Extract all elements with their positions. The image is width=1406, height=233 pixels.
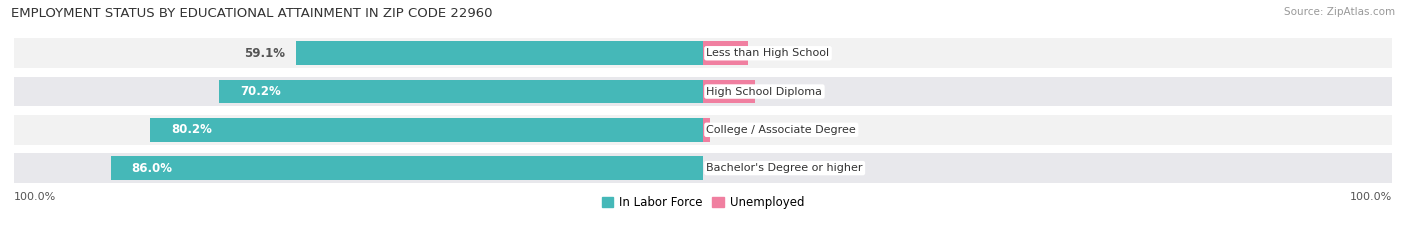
Text: 86.0%: 86.0% <box>131 162 172 175</box>
Text: 100.0%: 100.0% <box>1350 192 1392 202</box>
Text: EMPLOYMENT STATUS BY EDUCATIONAL ATTAINMENT IN ZIP CODE 22960: EMPLOYMENT STATUS BY EDUCATIONAL ATTAINM… <box>11 7 492 20</box>
Bar <box>703 80 755 103</box>
Bar <box>150 118 703 142</box>
Text: 0.0%: 0.0% <box>713 162 742 175</box>
Text: Less than High School: Less than High School <box>706 48 830 58</box>
Bar <box>14 77 1392 106</box>
Bar <box>111 156 703 180</box>
Bar <box>14 153 1392 183</box>
Text: 1.0%: 1.0% <box>720 123 749 136</box>
Text: 70.2%: 70.2% <box>240 85 281 98</box>
Bar <box>703 41 748 65</box>
Text: 6.5%: 6.5% <box>758 47 787 60</box>
Text: Bachelor's Degree or higher: Bachelor's Degree or higher <box>706 163 863 173</box>
Text: 59.1%: 59.1% <box>245 47 285 60</box>
Bar <box>703 118 710 142</box>
Text: 80.2%: 80.2% <box>172 123 212 136</box>
Bar <box>14 115 1392 145</box>
Bar <box>14 38 1392 68</box>
Legend: In Labor Force, Unemployed: In Labor Force, Unemployed <box>598 192 808 214</box>
Text: Source: ZipAtlas.com: Source: ZipAtlas.com <box>1284 7 1395 17</box>
Text: College / Associate Degree: College / Associate Degree <box>706 125 856 135</box>
Bar <box>219 80 703 103</box>
Bar <box>295 41 703 65</box>
Text: 7.5%: 7.5% <box>765 85 794 98</box>
Text: 100.0%: 100.0% <box>14 192 56 202</box>
Text: High School Diploma: High School Diploma <box>706 86 823 96</box>
